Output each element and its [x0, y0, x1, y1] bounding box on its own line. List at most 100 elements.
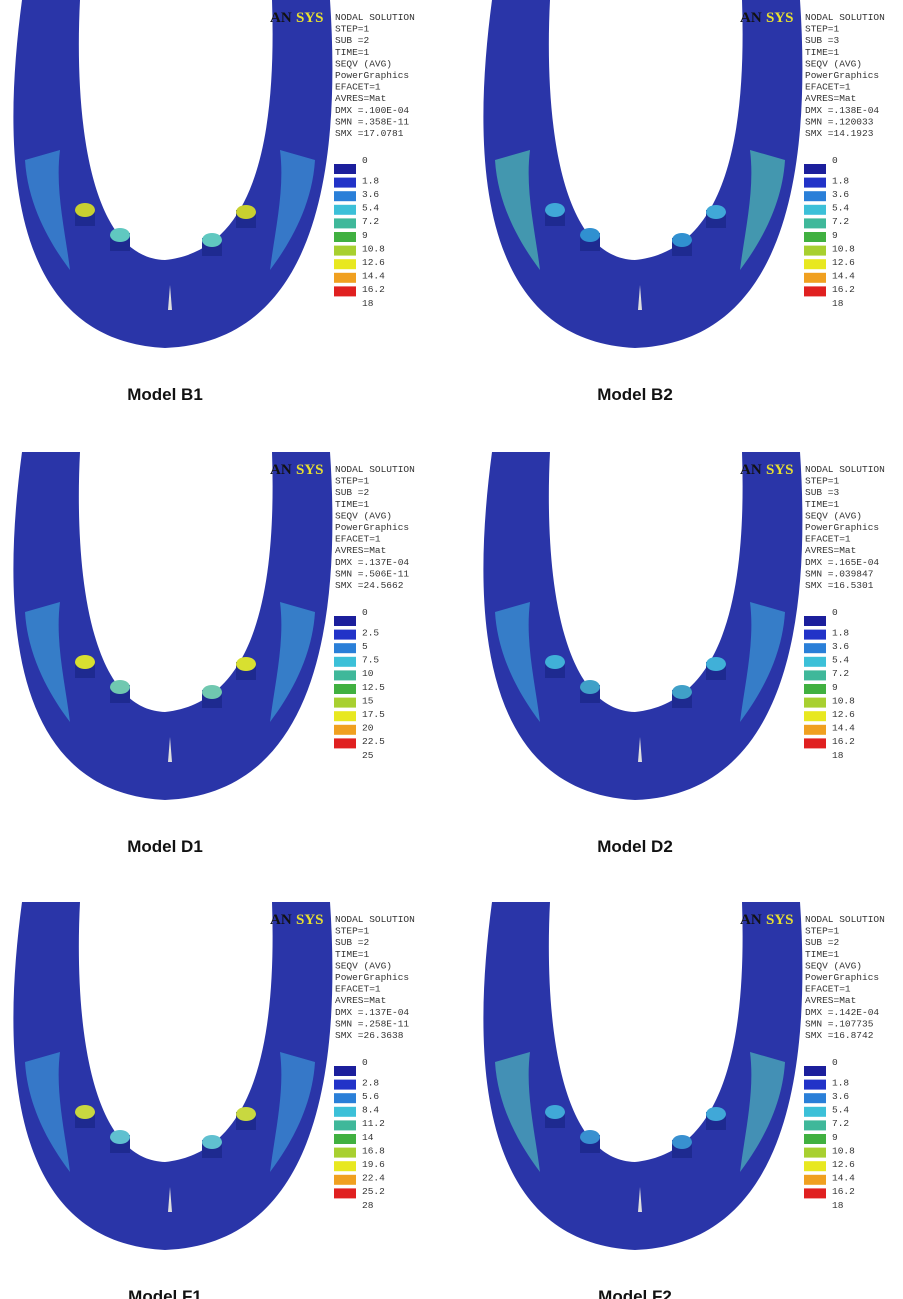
info-line: SMN =.039847	[805, 568, 873, 579]
info-line: TIME=1	[335, 47, 370, 58]
legend-box	[804, 286, 826, 296]
info-line: TIME=1	[805, 949, 840, 960]
legend-box	[804, 178, 826, 188]
info-line: SEQV (AVG)	[335, 58, 392, 69]
info-line: SEQV (AVG)	[335, 510, 392, 521]
info-line: EFACET=1	[335, 82, 381, 93]
legend-label: 5.4	[832, 203, 849, 214]
info-line: SMX =24.5662	[335, 580, 404, 591]
info-line: SUB =2	[335, 937, 370, 948]
legend-label: 2.8	[362, 1077, 379, 1088]
stud-top	[545, 655, 565, 669]
info-line: SMN =.358E-11	[335, 116, 409, 127]
stud-top	[202, 685, 222, 699]
legend-box	[334, 1188, 356, 1198]
info-line: STEP=1	[335, 24, 370, 35]
info-line: STEP=1	[335, 926, 370, 937]
legend-box	[334, 1148, 356, 1158]
info-line: SUB =3	[805, 487, 840, 498]
legend-label: 25.2	[362, 1186, 385, 1197]
stud-top	[545, 1105, 565, 1119]
logo-an: AN	[740, 462, 762, 478]
stud-top	[580, 228, 600, 242]
info-line: PowerGraphics	[335, 972, 409, 983]
legend-label: 14.4	[832, 271, 855, 282]
info-line: AVRES=Mat	[805, 93, 856, 104]
info-line: DMX =.137E-04	[335, 557, 409, 568]
legend-box	[804, 164, 826, 174]
info-line: DMX =.100E-04	[335, 105, 409, 116]
info-line: STEP=1	[805, 926, 840, 937]
info-line: TIME=1	[335, 499, 370, 510]
info-line: NODAL SOLUTION	[805, 914, 885, 925]
legend-box	[804, 657, 826, 667]
legend-label: 10	[362, 668, 374, 679]
stud-top	[202, 1135, 222, 1149]
info-line: AVRES=Mat	[805, 545, 856, 556]
legend-box	[334, 1093, 356, 1103]
info-line: NODAL SOLUTION	[335, 464, 415, 475]
legend-box	[334, 725, 356, 735]
legend-label: 16.2	[362, 284, 385, 295]
panel: ANSYSNODAL SOLUTIONSTEP=1SUB =3TIME=1SEQ…	[483, 452, 884, 856]
legend-label: 16.2	[832, 284, 855, 295]
legend-box	[334, 1175, 356, 1185]
info-line: NODAL SOLUTION	[805, 464, 885, 475]
info-line: SMX =16.5301	[805, 580, 874, 591]
legend-label: 9	[362, 230, 368, 241]
legend-box	[334, 1120, 356, 1130]
legend-box	[334, 1161, 356, 1171]
stud-top	[545, 203, 565, 217]
info-line: SUB =2	[335, 35, 370, 46]
info-line: SMX =14.1923	[805, 128, 874, 139]
legend-box	[804, 1107, 826, 1117]
legend-label: 3.6	[832, 641, 849, 652]
stud-top	[672, 233, 692, 247]
legend-box	[804, 1188, 826, 1198]
legend-label: 3.6	[362, 189, 379, 200]
info-line: SEQV (AVG)	[805, 58, 862, 69]
stud-top	[672, 685, 692, 699]
info-line: STEP=1	[805, 24, 840, 35]
legend-label: 10.8	[362, 243, 385, 254]
legend-box	[804, 684, 826, 694]
caption: Model B1	[127, 385, 203, 404]
stud-top	[202, 233, 222, 247]
legend-box	[804, 725, 826, 735]
legend-label: 18	[832, 750, 844, 761]
legend-box	[804, 1148, 826, 1158]
legend-label: 20	[362, 723, 374, 734]
info-line: SEQV (AVG)	[805, 510, 862, 521]
info-line: DMX =.137E-04	[335, 1007, 409, 1018]
legend-label: 1.8	[362, 175, 379, 186]
info-line: SMX =17.0781	[335, 128, 404, 139]
legend-box	[334, 630, 356, 640]
caption: Model B2	[597, 385, 673, 404]
legend-label: 9	[832, 230, 838, 241]
info-line: STEP=1	[335, 476, 370, 487]
stud-top	[706, 205, 726, 219]
legend-box	[334, 738, 356, 748]
legend-box	[334, 273, 356, 283]
legend-label: 5.6	[362, 1091, 379, 1102]
stud-top	[236, 205, 256, 219]
logo-an: AN	[270, 462, 292, 478]
legend-box	[334, 232, 356, 242]
logo-sys: SYS	[296, 462, 324, 478]
info-line: NODAL SOLUTION	[335, 914, 415, 925]
legend-box	[804, 1134, 826, 1144]
legend-label: 3.6	[832, 189, 849, 200]
legend-label: 0	[832, 607, 838, 618]
legend-label: 12.6	[362, 257, 385, 268]
info-line: NODAL SOLUTION	[805, 12, 885, 23]
info-line: SMX =16.8742	[805, 1030, 874, 1041]
legend-label: 10.8	[832, 695, 855, 706]
legend-label: 25	[362, 750, 374, 761]
legend-label: 22.4	[362, 1173, 385, 1184]
legend-label: 7.2	[832, 216, 849, 227]
legend-box	[334, 205, 356, 215]
legend-label: 19.6	[362, 1159, 385, 1170]
logo-an: AN	[740, 912, 762, 928]
figure: ANSYSNODAL SOLUTIONSTEP=1SUB =2TIME=1SEQ…	[0, 0, 903, 1299]
